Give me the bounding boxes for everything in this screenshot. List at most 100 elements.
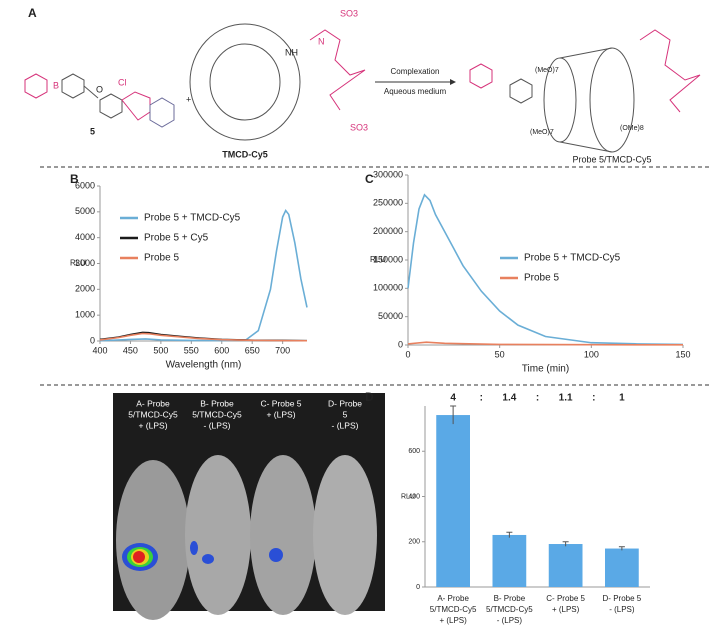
y-tick-label: 2000 xyxy=(75,284,95,294)
atom: O xyxy=(96,84,103,94)
line-series xyxy=(99,209,308,342)
x-tick-label: A- Probe xyxy=(437,594,469,603)
ratio-label: 1.1 xyxy=(559,393,573,404)
ring xyxy=(99,93,123,119)
x-tick-label: 600 xyxy=(214,345,229,355)
cd-edge xyxy=(559,141,613,153)
legend-label: Probe 5 xyxy=(524,273,559,284)
x-tick-label: D- Probe 5 xyxy=(603,594,642,603)
mouse xyxy=(116,460,190,620)
image-label: + (LPS) xyxy=(266,409,295,419)
x-tick-label: + (LPS) xyxy=(439,616,467,625)
legend-label: Probe 5 + TMCD-Cy5 xyxy=(524,253,621,264)
image-label: B- Probe xyxy=(200,398,234,408)
x-tick-label: 5/TMCD-Cy5 xyxy=(430,605,477,614)
bar xyxy=(548,544,583,587)
y-tick-label: 50000 xyxy=(378,311,403,321)
y-tick-label: 4000 xyxy=(75,232,95,242)
line-series xyxy=(407,341,684,346)
cyclodextrin-inner xyxy=(209,43,281,121)
y-tick-label: 100000 xyxy=(373,283,403,293)
panel-label: C xyxy=(365,172,374,186)
signal xyxy=(190,541,198,555)
ring xyxy=(469,63,493,89)
x-tick-label: 150 xyxy=(675,349,690,359)
x-tick-label: 50 xyxy=(495,349,505,359)
panel-a: A Cl O B 5 + NH N SO3 SO3 TMCD-Cy5 Compl… xyxy=(24,6,701,164)
image-label: 5/TMCD-Cy5 xyxy=(192,409,242,419)
cy5 xyxy=(639,29,701,113)
atom: N xyxy=(318,36,325,46)
atom: SO3 xyxy=(340,8,358,18)
signal xyxy=(269,548,283,562)
panel-label: D xyxy=(365,390,374,404)
adamantane xyxy=(149,97,175,128)
cd-cone xyxy=(589,47,635,153)
arrowhead xyxy=(450,79,456,85)
image-label: - (LPS) xyxy=(204,420,231,430)
image-label: 5 xyxy=(343,409,348,419)
atom: (OMe)8 xyxy=(620,125,644,132)
ratio-label: 1 xyxy=(619,393,625,404)
signal xyxy=(133,551,145,563)
bar xyxy=(605,548,639,587)
compound-label: 5 xyxy=(90,126,95,136)
y-axis-label: RLU xyxy=(70,259,86,268)
ratio-label: 1.4 xyxy=(502,393,516,404)
host-label: TMCD-Cy5 xyxy=(222,149,268,159)
arrow-label: Complexation xyxy=(391,67,440,76)
ratio-label: : xyxy=(592,393,595,404)
line-series xyxy=(99,332,308,342)
image-label: + (LPS) xyxy=(138,420,167,430)
x-tick-label: - (LPS) xyxy=(497,616,523,625)
cd-edge xyxy=(559,47,613,59)
x-tick-label: - (LPS) xyxy=(609,605,635,614)
y-tick-label: 0 xyxy=(398,339,403,349)
x-tick-label: 650 xyxy=(245,345,260,355)
atom: Cl xyxy=(118,77,127,87)
bond xyxy=(83,85,99,99)
product-label: Probe 5/TMCD-Cy5 xyxy=(572,154,651,164)
y-tick-label: 400 xyxy=(408,493,420,500)
y-tick-label: 200 xyxy=(408,539,420,546)
x-tick-label: 450 xyxy=(123,345,138,355)
y-tick-label: 1000 xyxy=(75,310,95,320)
ring xyxy=(121,91,151,121)
y-tick-label: 150000 xyxy=(373,254,403,264)
x-tick-label: 550 xyxy=(184,345,199,355)
x-tick-label: B- Probe xyxy=(494,594,526,603)
legend-label: Probe 5 + Cy5 xyxy=(144,233,209,244)
ratio-label: : xyxy=(480,393,483,404)
x-tick-label: 0 xyxy=(405,349,410,359)
cyclodextrin xyxy=(189,23,301,141)
ratio-label: : xyxy=(536,393,539,404)
image-label: - (LPS) xyxy=(332,420,359,430)
bar xyxy=(436,415,470,587)
y-tick-label: 300000 xyxy=(373,169,403,179)
y-tick-label: 250000 xyxy=(373,198,403,208)
arrow-label: Aqueous medium xyxy=(384,87,447,96)
x-tick-label: 400 xyxy=(92,345,107,355)
image-label: D- Probe xyxy=(328,398,362,408)
y-axis-label: RLU xyxy=(370,255,386,264)
ring xyxy=(24,73,48,99)
bar xyxy=(492,534,527,587)
atom: (MeO)7 xyxy=(535,67,559,74)
mouse xyxy=(313,455,377,615)
image-label: 5/TMCD-Cy5 xyxy=(128,409,178,419)
y-tick-label: 6000 xyxy=(75,180,95,190)
x-tick-label: 700 xyxy=(275,345,290,355)
ratio-label: 4 xyxy=(450,393,456,404)
plus: + xyxy=(186,94,191,104)
ring xyxy=(509,78,533,104)
atom: NH xyxy=(285,47,298,57)
y-tick-label: 200000 xyxy=(373,226,403,236)
x-tick-label: 100 xyxy=(584,349,599,359)
legend-label: Probe 5 + TMCD-Cy5 xyxy=(144,213,241,224)
legend-label: Probe 5 xyxy=(144,253,179,264)
atom: B xyxy=(53,80,59,90)
x-tick-label: C- Probe 5 xyxy=(546,594,585,603)
x-axis-label: Time (min) xyxy=(522,364,569,375)
